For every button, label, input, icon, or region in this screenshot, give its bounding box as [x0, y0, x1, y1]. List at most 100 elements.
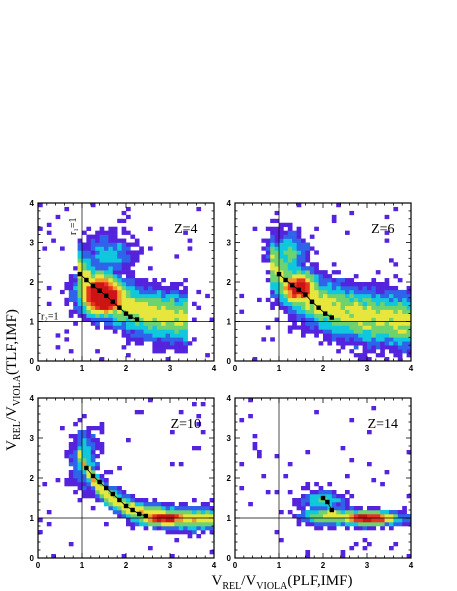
heatmap-cell [389, 321, 394, 326]
heatmap-cell [270, 266, 275, 271]
heatmap-cell [261, 258, 267, 263]
heatmap-cell [323, 494, 328, 499]
heatmap-cell [371, 506, 377, 511]
heatmap-cell [121, 226, 127, 231]
heatmap-cell [393, 262, 399, 267]
heatmap-cell [393, 337, 399, 342]
heatmap-cell [143, 325, 149, 330]
heatmap-cell [287, 274, 293, 279]
heatmap-cell [345, 325, 350, 330]
heatmap-cell [296, 301, 302, 306]
heatmap-cell [314, 309, 319, 314]
heatmap-cell [152, 510, 158, 515]
heatmap-cell [309, 305, 315, 310]
heatmap-cell [336, 349, 341, 354]
heatmap-cell [148, 329, 153, 334]
heatmap-cell [389, 317, 394, 322]
heatmap-cell [121, 494, 127, 499]
heatmap-cell [309, 282, 315, 287]
heatmap-cell [301, 266, 306, 271]
heatmap-cell [270, 258, 275, 263]
heatmap-cell [117, 506, 122, 511]
heatmap-cell [367, 462, 372, 467]
heatmap-cell [112, 230, 118, 235]
heatmap-cell [82, 430, 87, 435]
heatmap-cell [270, 230, 275, 235]
heatmap-cell [156, 337, 162, 342]
heatmap-cell [279, 305, 284, 310]
heatmap-cell [402, 325, 407, 330]
heatmap-cell [117, 254, 122, 259]
heatmap-cell [165, 526, 171, 531]
heatmap-cell [86, 482, 92, 487]
heatmap-cell [362, 510, 368, 515]
heatmap-cell [148, 285, 153, 291]
heatmap-cell [130, 317, 136, 322]
heatmap-cell [389, 514, 394, 519]
heatmap-cell [104, 490, 109, 495]
heatmap-cell [397, 510, 403, 515]
heatmap-cell [340, 309, 346, 314]
heatmap-cell [86, 434, 92, 439]
heatmap-cell [95, 454, 100, 459]
heatmap-cell [358, 317, 363, 322]
heatmap-cell [95, 293, 100, 299]
y-tick-label: 0 [30, 357, 35, 366]
heatmap-cell [389, 258, 394, 263]
heatmap-cell [77, 282, 83, 287]
heatmap-cell [397, 341, 403, 346]
heatmap-cell [327, 482, 333, 487]
heatmap-cell [148, 398, 153, 403]
heatmap-cell [402, 522, 407, 527]
heatmap-cell [148, 325, 153, 330]
heatmap-cell [143, 309, 149, 314]
heatmap-cell [265, 490, 271, 495]
heatmap-cell [327, 329, 333, 334]
heatmap-cell [248, 414, 253, 419]
heatmap-cell [38, 530, 43, 535]
heatmap-cell [95, 325, 100, 330]
heatmap-cell [393, 542, 399, 547]
heatmap-cell [353, 337, 359, 342]
heatmap-cell [156, 282, 162, 287]
heatmap-cell [117, 258, 122, 263]
y-tick-label: 0 [227, 554, 232, 563]
heatmap-cell [90, 317, 96, 322]
heatmap-cell [108, 230, 114, 235]
heatmap-cell [305, 522, 311, 527]
heatmap-cell [367, 305, 372, 310]
heatmap-cell [331, 262, 337, 267]
heatmap-cell [130, 297, 136, 303]
heatmap-cell [397, 305, 403, 310]
heatmap-cell [336, 289, 341, 295]
heatmap-cell [252, 434, 258, 439]
heatmap-cell [358, 526, 363, 531]
heatmap-cell [261, 254, 267, 259]
heatmap-cell [143, 498, 149, 503]
heatmap-cell [406, 494, 412, 499]
heatmap-cell [148, 317, 153, 322]
heatmap-cell [406, 337, 412, 342]
heatmap-cell [170, 514, 175, 519]
y-tick-label: 3 [227, 434, 232, 443]
heatmap-cell [134, 502, 140, 507]
heatmap-cell [362, 289, 368, 295]
heatmap-cell [64, 206, 70, 212]
heatmap-cell [86, 274, 92, 279]
heatmap-cell [112, 325, 118, 330]
heatmap-cell [314, 282, 319, 287]
heatmap-cell [161, 349, 166, 354]
heatmap-cell [296, 317, 302, 322]
heatmap-cell [327, 321, 333, 326]
heatmap-cell [112, 226, 118, 231]
heatmap-cell [73, 462, 78, 467]
heatmap-cell [331, 305, 337, 310]
heatmap-cell [323, 285, 328, 291]
heatmap-cell [327, 522, 333, 527]
heatmap-cell [327, 498, 333, 503]
heatmap-cell [117, 289, 122, 295]
heatmap-cell [104, 250, 109, 255]
heatmap-cell [126, 266, 131, 271]
heatmap-cell [274, 317, 280, 322]
heatmap-cell [134, 329, 140, 334]
